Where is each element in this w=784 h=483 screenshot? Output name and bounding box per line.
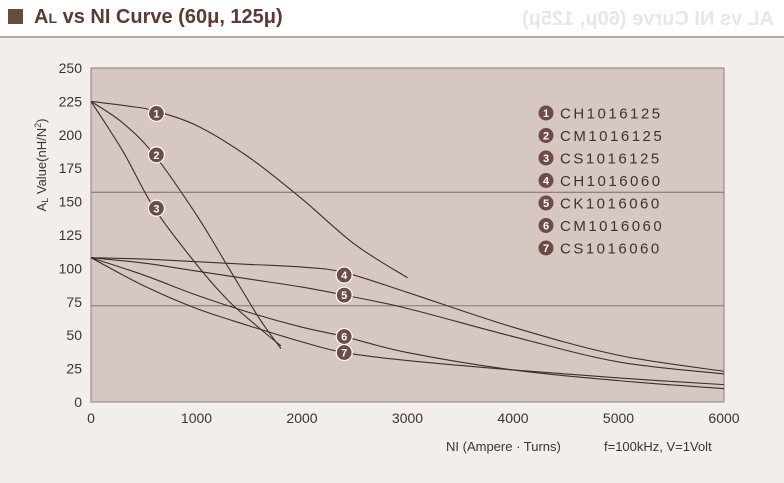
curve-CS1016125	[90, 101, 282, 347]
legend-marker-number: 6	[543, 221, 549, 233]
curve-marker-number: 2	[153, 150, 159, 162]
x-tick-label: 4000	[497, 410, 528, 426]
x-tick-labels: 0 1000 2000 3000 4000 5000 6000	[87, 410, 740, 426]
curve-marker-number: 5	[341, 290, 347, 302]
legend-marker-number: 4	[543, 176, 550, 188]
legend-marker-number: 1	[543, 108, 549, 120]
legend-marker-number: 7	[543, 243, 549, 255]
curve-markers: 1 2 3 4 5 6 7	[147, 104, 353, 362]
legend-marker-5	[538, 195, 554, 211]
legend-entry-CS1016125: CS1016125	[560, 151, 662, 168]
curve-marker-number: 6	[341, 332, 347, 344]
legend-marker-7	[538, 240, 554, 256]
plot-area	[90, 67, 725, 403]
legend-marker-number: 2	[543, 131, 549, 143]
curve-marker-2	[147, 146, 166, 164]
legend-entry-CS1016060: CS1016060	[560, 241, 662, 258]
curve-CM1016125	[90, 100, 282, 349]
y-tick-label: 50	[66, 327, 82, 343]
curve-marker-number: 3	[153, 203, 159, 215]
legend-marker-number: 5	[543, 198, 549, 210]
curve-marker-5	[335, 286, 353, 304]
curve-marker-7	[335, 343, 353, 362]
y-tick-label: 75	[66, 294, 82, 310]
x-tick-label: 5000	[603, 410, 634, 426]
legend: 1 CH1016125 2 CM1016125 3 CS1016125 4 CH1016060…	[538, 105, 664, 258]
curve-CH1016125	[90, 100, 408, 279]
curve-marker-number: 4	[341, 270, 348, 282]
y-tick-labels: 0 25 50 75 100 125 150 175 200 225 250	[59, 60, 83, 410]
x-axis-label: NI (Ampere · Turns)	[446, 439, 561, 454]
y-tick-label: 100	[59, 260, 83, 276]
legend-marker-number: 3	[543, 153, 549, 165]
page-header: AL vs NI Curve (60μ, 125μ) AL vs NI Curv…	[0, 0, 784, 38]
page-title: AL vs NI Curve (60μ, 125μ)	[34, 6, 283, 28]
y-tick-label: 200	[59, 127, 83, 143]
y-tick-label: 0	[74, 394, 82, 410]
curve-marker-3	[147, 199, 166, 217]
legend-entry-CM1016125: CM1016125	[560, 128, 664, 145]
legend-marker-3	[538, 150, 554, 166]
y-tick-label: 250	[59, 60, 83, 76]
x-tick-label: 0	[87, 410, 95, 426]
y-tick-label: 225	[59, 93, 83, 109]
grid-lines	[91, 191, 724, 307]
x-tick-label: 3000	[392, 410, 423, 426]
legend-entry-CH1016125: CH1016125	[560, 106, 663, 123]
y-axis-label: AL Value(nH/N2)	[33, 119, 50, 212]
curve-marker-4	[335, 266, 353, 284]
legend-entry-CK1016060: CK1016060	[560, 196, 662, 213]
x-tick-label: 2000	[286, 410, 317, 426]
legend-entry-CM1016060: CM1016060	[560, 218, 664, 235]
curve-marker-number: 1	[153, 108, 159, 120]
title-square-icon	[8, 9, 23, 24]
curve-marker-number: 7	[341, 348, 347, 360]
curve-marker-1	[147, 104, 166, 123]
legend-marker-6	[538, 218, 554, 233]
x-tick-label: 1000	[181, 410, 212, 426]
legend-marker-1	[538, 105, 554, 121]
y-tick-label: 125	[59, 227, 83, 243]
y-tick-label: 175	[59, 160, 83, 176]
y-tick-label: 25	[66, 361, 82, 377]
conditions-note: f=100kHz, V=1Volt	[604, 439, 712, 454]
legend-marker-2	[538, 128, 554, 143]
legend-entry-CH1016060: CH1016060	[560, 173, 663, 190]
legend-marker-4	[538, 173, 554, 188]
y-tick-label: 150	[59, 194, 83, 210]
x-tick-label: 6000	[708, 410, 739, 426]
